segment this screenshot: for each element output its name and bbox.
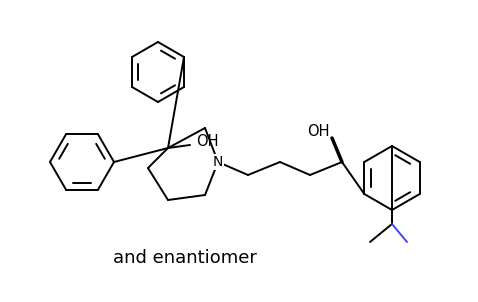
Text: OH: OH bbox=[196, 133, 218, 149]
Text: OH: OH bbox=[307, 124, 329, 140]
Text: and enantiomer: and enantiomer bbox=[113, 249, 257, 267]
Text: N: N bbox=[213, 155, 223, 169]
